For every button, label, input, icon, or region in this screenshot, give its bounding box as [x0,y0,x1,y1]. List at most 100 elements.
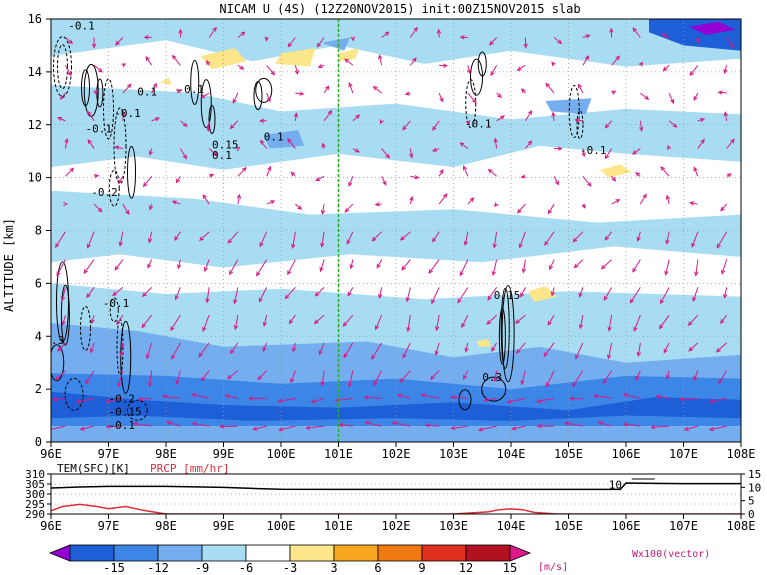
contour-label-13: 0.15 [494,289,521,302]
wind-vector-297 [295,91,305,96]
wind-vector-36 [363,395,382,400]
wind-vector-271 [229,120,239,130]
wind-vector-342 [208,26,217,38]
contour-22 [51,344,65,382]
field-region-15 [275,48,316,67]
wind-vector-58 [320,370,325,387]
wind-vector-316 [145,55,153,66]
y-tick-label-4: 8 [35,224,42,238]
wind-vector-169 [55,231,66,249]
wind-vector-309 [640,92,650,100]
wind-vector-270 [206,120,211,132]
wind-vector-296 [266,92,271,103]
wind-vector-295 [232,92,239,104]
wind-vector-133 [405,287,411,303]
surface-x-tick-label-9: 105E [554,519,583,533]
wind-vector-347 [350,36,356,42]
contour-12 [208,104,216,134]
wind-vector-235 [582,175,592,187]
wind-vector-280 [496,115,506,122]
wind-vector-141 [629,287,641,304]
wind-vector-303 [467,92,477,104]
contour-17 [477,51,487,77]
wind-vector-16 [477,425,497,432]
wind-vector-135 [457,287,469,304]
x-tick-label-9: 105E [554,447,583,461]
wind-vector-103 [233,315,239,331]
wind-vector-57 [290,370,296,384]
surface-annotation: 10 [609,478,622,491]
wind-vector-185 [518,231,526,249]
wind-vector-116 [607,315,613,332]
wind-vector-71 [693,370,699,381]
wind-vector-80 [262,342,268,353]
contour-label-14: 0.3 [482,371,502,384]
wind-vector-50 [85,370,95,385]
wind-vector-323 [344,58,354,66]
wind-vector-145 [56,259,66,277]
wind-vector-276 [379,119,384,125]
wind-vector-222 [208,173,215,178]
wind-vector-162 [549,259,555,271]
wind-vector-289 [59,92,66,100]
contour-1 [57,44,68,90]
wind-vector-144 [723,287,728,299]
colorbar-tick-label-8: 12 [459,561,473,575]
wind-vector-158 [428,259,440,275]
wind-vector-306 [545,82,555,94]
contour-9 [108,169,120,207]
wind-vector-39 [449,395,468,400]
wind-vector-299 [348,81,354,94]
wind-vector-346 [316,37,325,48]
wind-vector-194 [93,203,103,213]
wind-vector-244 [148,148,153,156]
surface-left-tick-label-1: 295 [25,498,45,511]
wind-vector-118 [658,314,670,330]
wind-vector-139 [578,287,584,298]
wind-vector-359 [695,37,701,44]
colorbar-tick-label-4: -3 [283,561,297,575]
wind-vector-22 [650,424,670,430]
tem-legend-label: TEM(SFC)[K] [57,462,130,475]
wind-vector-221 [175,176,181,184]
wind-vector-136 [487,287,498,301]
wind-vector-206 [438,193,448,205]
wind-vector-79 [229,342,239,355]
wind-vector-193 [63,201,69,207]
wind-vector-99 [116,314,124,326]
y-tick-label-8: 16 [28,12,42,26]
wind-vector-326 [439,63,449,68]
wind-vector-159 [459,259,469,277]
wind-vector-161 [521,259,527,274]
wind-vector-182 [432,231,440,243]
wind-vector-199 [236,193,242,205]
wind-vector-329 [516,64,526,71]
wind-vector-225 [290,171,296,177]
contour-label-6: -0.2 [91,186,118,199]
wind-vector-167 [694,259,699,277]
wind-vector-190 [665,231,670,245]
wind-vector-156 [376,259,383,269]
x-tick-label-1: 97E [98,447,120,461]
wind-vector-243 [114,145,123,150]
wind-vector-246 [208,148,218,157]
contour-label-15: -0.2 [109,392,136,405]
contour-29 [500,287,510,369]
colorbar-cell-4 [201,544,247,562]
wind-vector-12 [364,421,382,427]
wind-vector-238 [660,166,670,177]
wind-vector-302 [438,92,444,103]
wind-vector-114 [547,314,555,326]
wind-vector-263 [697,138,705,149]
wind-vector-350 [436,28,442,38]
wind-vector-264 [726,138,735,149]
contour-label-9: 0.1 [264,131,284,144]
contour-28 [126,399,148,421]
wind-vector-354 [553,37,563,45]
wind-vector-251 [352,148,360,153]
x-tick-label-8: 104E [497,447,526,461]
field-region-8 [51,426,741,442]
wind-vector-56 [257,370,267,381]
wind-vector-284 [604,120,612,129]
wind-vector-257 [524,140,533,149]
